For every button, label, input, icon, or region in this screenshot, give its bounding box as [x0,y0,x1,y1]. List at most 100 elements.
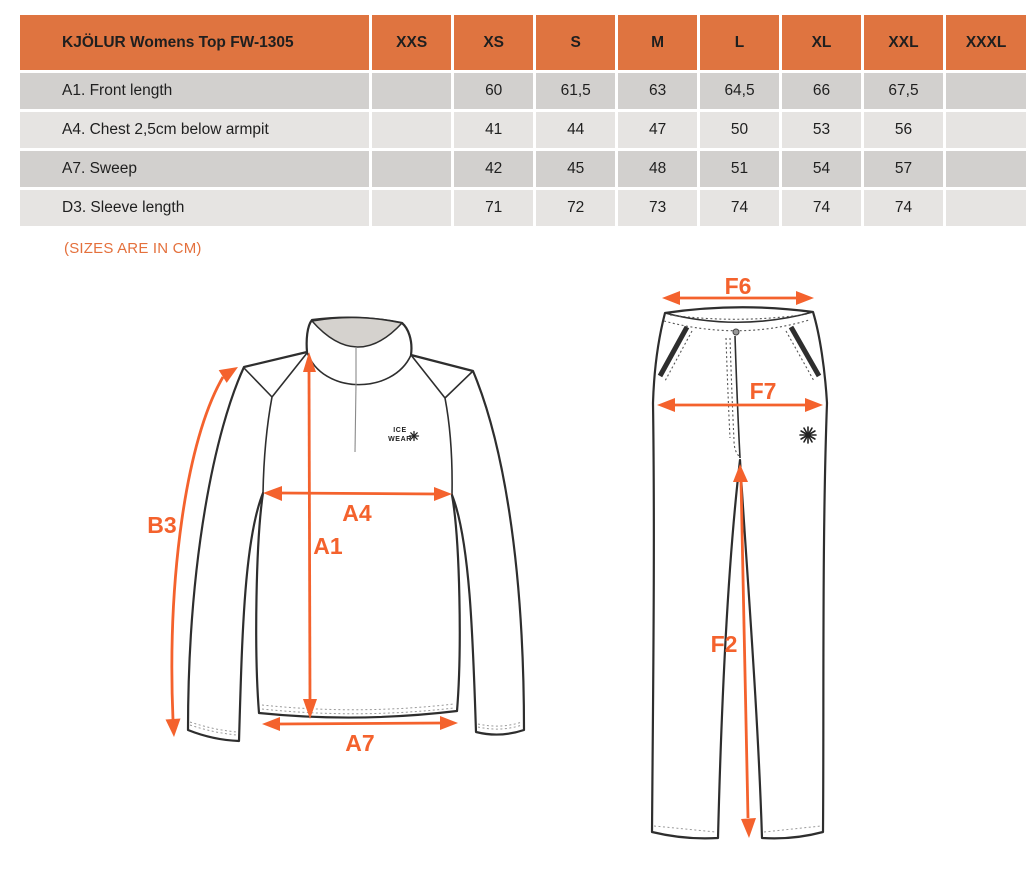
size-header-xxs: XXS [372,15,452,70]
measurement-value [946,112,1026,148]
f6-arrowhead-right [796,291,814,305]
fly-center-seam [734,335,741,459]
top-garment-diagram: ICE WEAR B3 A4 A1 A7 [147,316,526,756]
size-header-xs: XS [454,15,534,70]
leg-hem-stitch-left [653,825,717,833]
measurement-value: 61,5 [536,73,616,109]
measurement-value: 67,5 [863,73,944,109]
f6-arrowhead-left [662,291,680,305]
pants-diagram: F6 F7 F2 [650,274,829,840]
b3-arrowhead-top [218,367,238,383]
size-header-xxl: XXL [863,15,944,70]
fly-stitch [725,337,741,458]
measurement-value: 53 [782,112,861,148]
measurement-value: 51 [699,151,780,187]
measurement-label: A4. Chest 2,5cm below armpit [20,112,369,148]
f7-arrowhead-left [657,398,675,412]
pants-outline [650,306,829,840]
size-table: KJÖLUR Womens Top FW-1305 XXS XS S M L X… [17,12,1029,229]
f6-label: F6 [725,274,752,299]
logo-text-ice: ICE [393,427,406,434]
pants-snowflake-icon [799,426,817,444]
pocket-stitch-right [785,330,815,382]
measurement-value: 63 [618,73,697,109]
leg-hem-stitch-right [763,825,822,833]
size-header-xxxl: XXXL [946,15,1026,70]
measurement-value: 64,5 [699,73,780,109]
measurement-value: 57 [863,151,944,187]
hem-stitch [261,703,455,715]
measurement-value: 44 [536,112,616,148]
a4-arrow [279,491,437,496]
measurement-value: 66 [782,73,861,109]
collar-inner [310,316,404,348]
measurement-value: 74 [699,190,780,226]
measurement-value: 56 [863,112,944,148]
measurement-value: 50 [699,112,780,148]
measurement-value [946,151,1026,187]
product-label: KJÖLUR Womens Top FW-1305 [20,15,369,70]
measurement-value [946,73,1026,109]
zipper-line [354,383,357,453]
a1-arrow [307,369,312,702]
measurement-value: 74 [782,190,861,226]
a7-arrow [278,721,443,726]
measurement-value: 74 [863,190,944,226]
measurement-value [946,190,1026,226]
measurement-label: D3. Sleeve length [20,190,369,226]
measurement-value [372,190,452,226]
f2-arrowhead-top [733,464,748,482]
a1-label: A1 [313,533,343,559]
table-header-row: KJÖLUR Womens Top FW-1305 XXS XS S M L X… [20,15,1026,70]
f7-arrowhead-right [805,398,823,412]
f2-arrowhead-bottom [741,818,756,838]
pocket-welt-right [788,325,822,378]
pocket-stitch-left [664,330,693,382]
b3-arrow [170,376,225,721]
collar-front-seam [306,351,412,386]
measurement-label: A1. Front length [20,73,369,109]
logo-text-wear: WEAR [388,436,412,443]
top-garment-outline [186,316,526,743]
a4-arrowhead-right [434,487,452,501]
table-row-chest: A4. Chest 2,5cm below armpit 41 44 47 50… [20,112,1026,148]
measurement-value: 73 [618,190,697,226]
a7-arrowhead-left [262,717,280,731]
b3-arrowhead-bottom [165,718,181,737]
table-row-front-length: A1. Front length 60 61,5 63 64,5 66 67,5 [20,73,1026,109]
measurement-value: 41 [454,112,534,148]
measurement-value: 42 [454,151,534,187]
b3-label: B3 [147,512,176,538]
a7-label: A7 [345,730,374,756]
measurement-value [372,73,452,109]
waist-inner-stitch [669,313,809,320]
measurement-value: 72 [536,190,616,226]
table-row-sweep: A7. Sweep 42 45 48 51 54 57 [20,151,1026,187]
measurement-value [372,151,452,187]
measurement-value: 71 [454,190,534,226]
size-header-xl: XL [782,15,861,70]
size-header-s: S [536,15,616,70]
waist-button [732,328,740,336]
f2-arrow [739,479,750,819]
measurement-value: 45 [536,151,616,187]
measurement-value: 54 [782,151,861,187]
measurement-value: 60 [454,73,534,109]
a1-arrowhead-top [303,352,316,372]
a4-arrowhead-left [263,486,282,501]
logo-snowflake-icon [408,430,420,442]
units-note: (SIZES ARE IN CM) [64,240,202,257]
raglan-seam-right [410,354,474,496]
measurement-value [372,112,452,148]
a1-arrowhead-bottom [303,699,317,719]
size-table-wrap: KJÖLUR Womens Top FW-1305 XXS XS S M L X… [17,12,1029,229]
measurement-value: 47 [618,112,697,148]
a7-arrowhead-right [440,716,458,730]
f7-label: F7 [750,378,777,404]
size-header-m: M [618,15,697,70]
cuff-stitch-right [477,721,523,730]
size-header-l: L [699,15,780,70]
measurement-value: 48 [618,151,697,187]
raglan-seam-left [243,352,308,494]
